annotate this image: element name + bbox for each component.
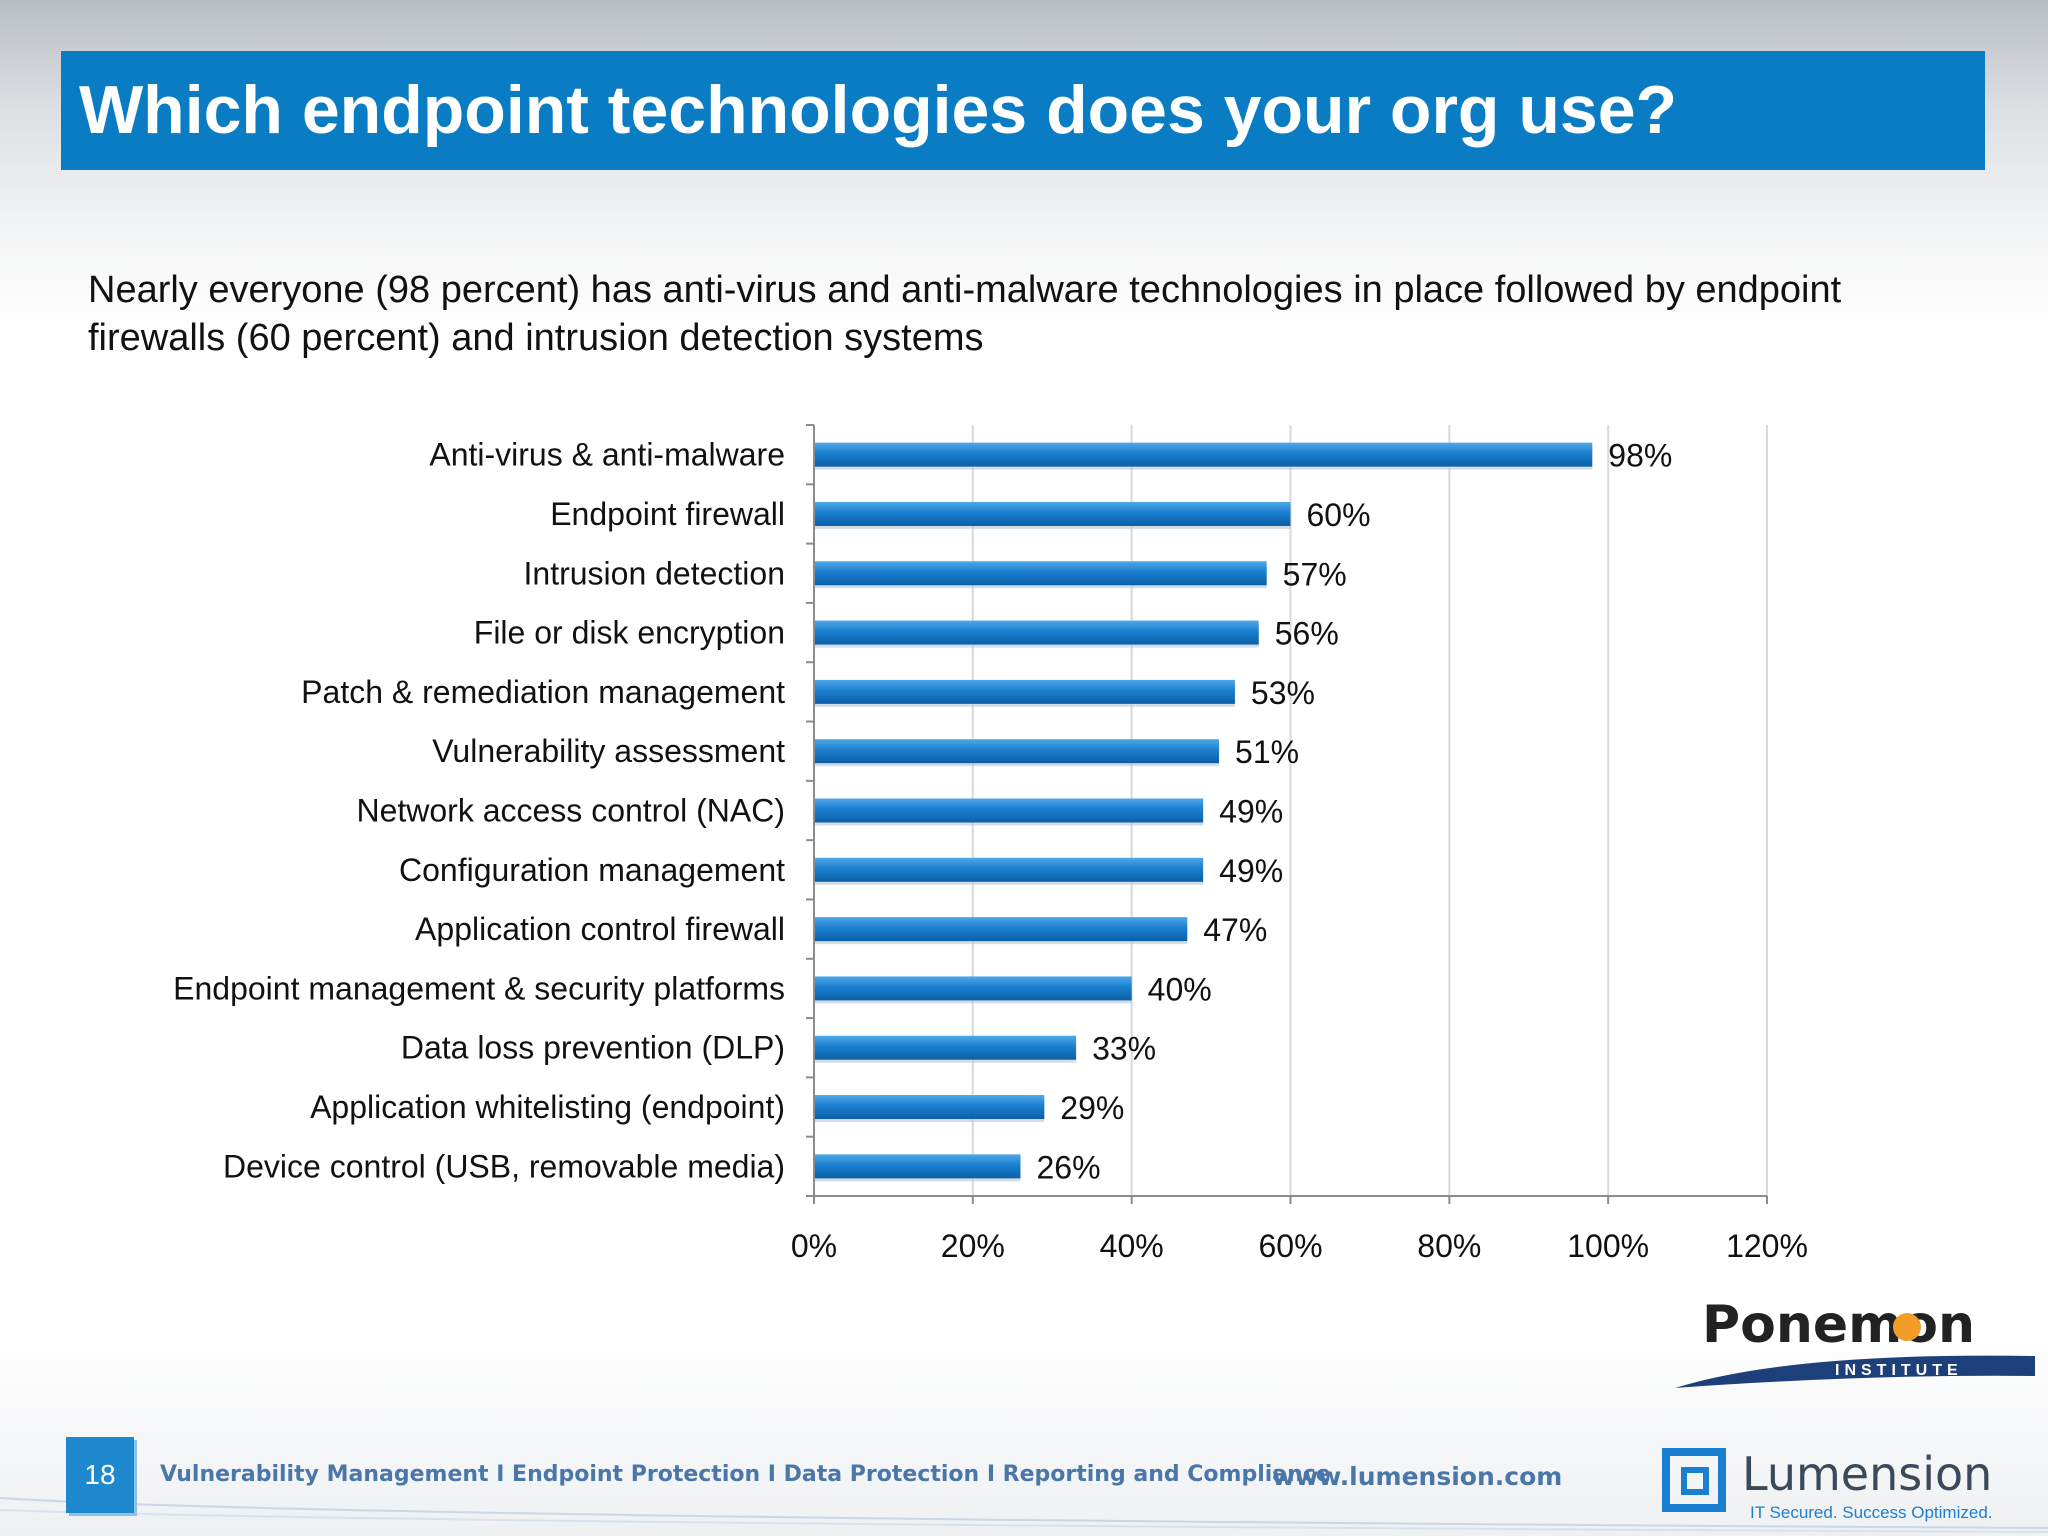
x-tick-label: 80%: [1417, 1228, 1481, 1264]
title-bar: Which endpoint technologies does your or…: [61, 51, 1985, 170]
category-label: Network access control (NAC): [356, 793, 785, 829]
lumension-logo: Lumension IT Secured. Success Optimized.: [1662, 1447, 1993, 1522]
value-label: 29%: [1060, 1090, 1124, 1126]
footer-url[interactable]: www.lumension.com: [1272, 1462, 1563, 1491]
bar: [814, 620, 1259, 645]
bar: [814, 857, 1204, 882]
lumension-logo-name: Lumension: [1742, 1447, 1992, 1501]
bar-chart: 0% 20% 40% 60% 80% 100% 120% Anti-virus & anti-…: [173, 424, 1808, 1264]
slide-subtitle: Nearly everyone (98 percent) has anti-vi…: [88, 269, 1842, 359]
value-label: 49%: [1219, 794, 1283, 830]
value-label: 49%: [1219, 853, 1283, 889]
lumension-mark-icon: [1662, 1448, 1726, 1512]
value-label: 26%: [1036, 1149, 1100, 1185]
value-label: 53%: [1251, 675, 1315, 711]
bar: [814, 1154, 1021, 1179]
x-tick-label: 20%: [941, 1228, 1005, 1264]
category-label: Endpoint management & security platforms: [173, 970, 785, 1006]
value-label: 57%: [1283, 556, 1347, 592]
bar: [814, 501, 1291, 526]
category-label: Patch & remediation management: [301, 674, 785, 710]
x-tick-label: 40%: [1100, 1228, 1164, 1264]
ponemon-logo: INSTITUTE Ponemon: [1675, 1295, 2035, 1388]
x-tick-label: 120%: [1726, 1228, 1808, 1264]
ponemon-logo-name: Ponemon: [1702, 1295, 1975, 1355]
value-label: 51%: [1235, 734, 1299, 770]
lumension-logo-tagline: IT Secured. Success Optimized.: [1750, 1503, 1993, 1522]
sun-icon: [1893, 1313, 1921, 1341]
ponemon-logo-sub: INSTITUTE: [1835, 1362, 1963, 1379]
chart-bars: [814, 442, 1593, 1182]
chart-axes: [806, 424, 1768, 1204]
bar: [814, 1095, 1045, 1120]
x-tick-label: 100%: [1567, 1228, 1649, 1264]
value-label: 56%: [1275, 616, 1339, 652]
category-label: File or disk encryption: [474, 615, 785, 651]
bar: [814, 442, 1593, 467]
category-label: Application whitelisting (endpoint): [310, 1089, 785, 1125]
bar: [814, 1035, 1077, 1060]
category-label: Anti-virus & anti-malware: [429, 437, 785, 473]
category-label: Application control firewall: [415, 911, 785, 947]
category-label: Data loss prevention (DLP): [401, 1030, 785, 1066]
category-label: Configuration management: [399, 852, 785, 888]
category-label: Intrusion detection: [524, 555, 786, 591]
value-label: 47%: [1203, 912, 1267, 948]
value-label: 40%: [1148, 971, 1212, 1007]
page-number: 18: [84, 1459, 116, 1490]
footer-links[interactable]: Vulnerability Management I Endpoint Prot…: [160, 1462, 1331, 1487]
bar: [814, 917, 1188, 942]
bar: [814, 561, 1267, 586]
category-label: Vulnerability assessment: [432, 733, 785, 769]
chart-labels: 0% 20% 40% 60% 80% 100% 120% Anti-virus & anti-…: [173, 437, 1808, 1264]
bar: [814, 739, 1220, 764]
x-tick-label: 60%: [1258, 1228, 1322, 1264]
bar: [814, 798, 1204, 823]
x-tick-label: 0%: [791, 1228, 837, 1264]
page-number-badge: 18: [66, 1437, 134, 1513]
value-label: 33%: [1092, 1031, 1156, 1067]
value-label: 98%: [1608, 438, 1672, 474]
bar: [814, 679, 1235, 704]
category-label: Endpoint firewall: [550, 496, 785, 532]
value-label: 60%: [1307, 497, 1371, 533]
slide-title: Which endpoint technologies does your or…: [79, 72, 1678, 148]
category-label: Device control (USB, removable media): [223, 1148, 785, 1184]
bar: [814, 976, 1132, 1001]
